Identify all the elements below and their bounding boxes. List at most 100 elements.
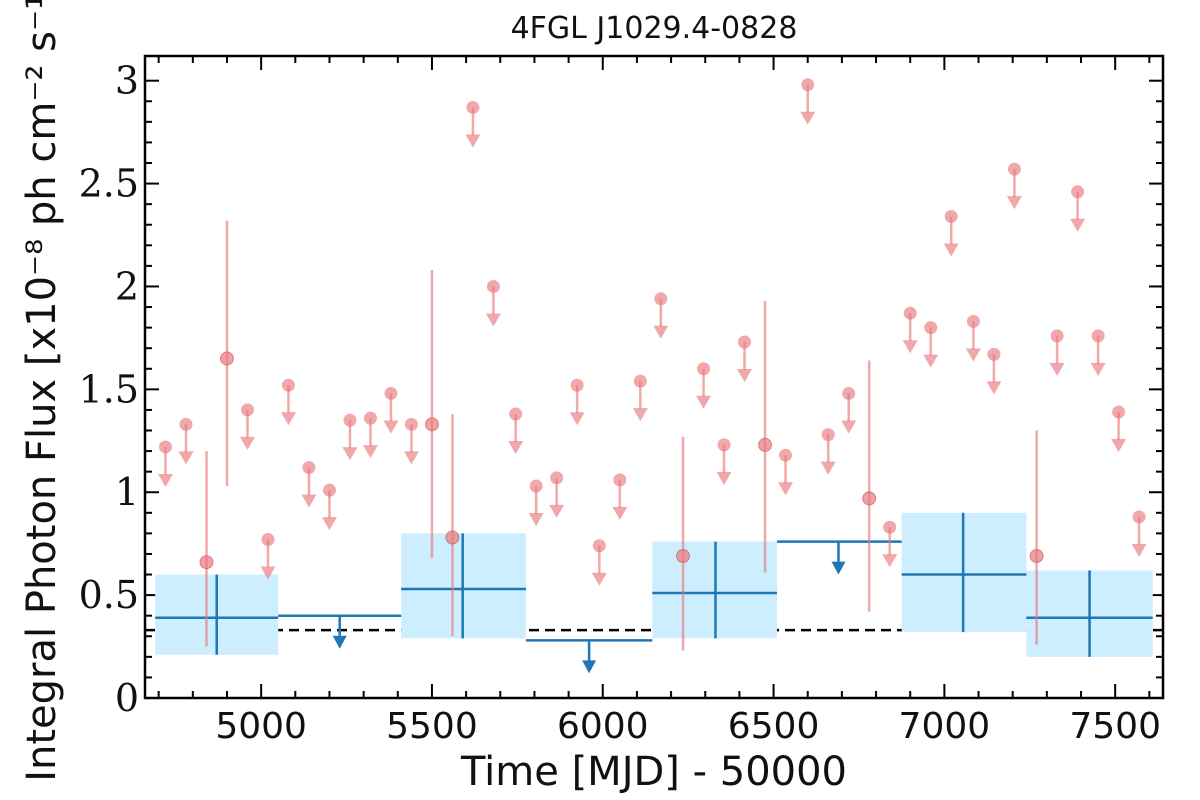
fine-upper-limit-arrow <box>1070 218 1086 232</box>
y-tick-label: 3 <box>115 59 139 103</box>
y-tick-label: 1 <box>115 470 139 514</box>
fine-upper-limit-arrow <box>508 441 524 455</box>
coarse-upper-limit-arrow <box>582 660 597 674</box>
fine-upper-limit-arrow <box>549 504 565 518</box>
fine-upper-limit-arrow <box>403 451 419 465</box>
x-tick-label: 6000 <box>557 706 649 747</box>
fine-bin-point <box>445 530 460 545</box>
fine-upper-limit-point <box>613 473 627 487</box>
fine-upper-limit-point <box>738 335 752 349</box>
fine-upper-limit-point <box>486 279 500 293</box>
x-tick-label: 5000 <box>215 706 307 747</box>
coarse-bin-markers <box>155 512 1153 674</box>
x-tick-label: 6500 <box>728 706 820 747</box>
fine-upper-limit-arrow <box>178 451 194 465</box>
fine-upper-limit-point <box>509 407 523 421</box>
fine-upper-limit-arrow <box>528 513 544 527</box>
fine-upper-limit-point <box>261 533 275 547</box>
fine-upper-limit-point <box>281 378 295 392</box>
y-tick-label: 0 <box>115 676 139 720</box>
y-tick-label: 2.5 <box>79 162 139 206</box>
tick-labels: 5000 5500 6000 6500 7000 7500 0 0.5 1 1.5 2 2.5 3 <box>79 59 1161 747</box>
fine-upper-limit-point <box>570 378 584 392</box>
fine-upper-limit-point <box>779 448 793 462</box>
fine-upper-limit-point <box>801 78 815 92</box>
fine-upper-limit-arrow <box>902 340 918 354</box>
fine-upper-limit-arrow <box>465 134 481 148</box>
fine-upper-limit-arrow <box>882 554 898 568</box>
chart-title: 4FGL J1029.4-0828 <box>511 11 798 46</box>
fine-upper-limit-point <box>592 539 606 553</box>
fine-upper-limit-arrow <box>260 566 276 580</box>
fine-bin-point <box>1029 549 1044 564</box>
fine-upper-limit-point <box>158 440 172 454</box>
coarse-bin-error-bands <box>155 512 1153 657</box>
fine-upper-limit-point <box>944 210 958 223</box>
fine-upper-limit-arrow <box>280 412 296 426</box>
x-tick-label: 7000 <box>899 706 991 747</box>
fine-upper-limit-point <box>924 321 938 335</box>
fine-upper-limit-point <box>1050 329 1064 343</box>
y-tick-label: 1.5 <box>79 367 139 411</box>
fine-upper-limit-arrow <box>737 369 753 383</box>
fine-upper-limit-arrow <box>157 473 173 487</box>
fine-upper-limit-point <box>343 413 357 427</box>
fine-upper-limit-point <box>363 411 377 425</box>
fine-upper-limit-point <box>529 479 543 493</box>
x-tick-label: 5500 <box>386 706 478 747</box>
plot-frame <box>143 54 1165 700</box>
fine-bin-point <box>219 351 234 366</box>
fine-upper-limit-point <box>821 428 835 442</box>
y-tick-label: 2 <box>115 264 139 308</box>
fine-upper-limit-arrow <box>1049 362 1065 376</box>
fine-upper-limit-point <box>1007 162 1021 176</box>
fine-upper-limit-arrow <box>1111 438 1127 452</box>
fine-upper-limit-arrow <box>301 494 317 508</box>
fine-upper-limit-point <box>883 520 897 534</box>
fine-upper-limit-arrow <box>485 313 501 327</box>
x-tick-label: 7500 <box>1069 706 1161 747</box>
fine-bin-point <box>424 417 439 432</box>
fine-upper-limit-arrow <box>1131 543 1147 557</box>
fine-upper-limit-arrow <box>653 325 669 339</box>
fine-upper-limit-arrow <box>923 354 939 368</box>
fine-upper-limit-arrow <box>1090 362 1106 376</box>
fine-upper-limit-point <box>1112 405 1126 419</box>
fine-upper-limit-arrow <box>943 243 959 257</box>
fine-upper-limit-point <box>654 292 668 306</box>
fine-upper-limit-arrow <box>841 420 857 434</box>
fine-upper-limit-point <box>404 417 418 431</box>
coarse-upper-limit-arrow <box>831 561 846 575</box>
fine-upper-limit-arrow <box>362 445 378 459</box>
fine-upper-limit-point <box>240 403 254 417</box>
fine-upper-limit-point <box>322 483 336 497</box>
plot-area <box>143 54 1165 700</box>
fine-upper-limit-arrow <box>800 111 816 125</box>
fine-upper-limit-point <box>384 386 398 400</box>
fine-bin-point <box>758 437 773 452</box>
fine-upper-limit-point <box>179 417 193 431</box>
fine-upper-limit-arrow <box>986 381 1002 395</box>
fine-upper-limit-point <box>903 306 917 320</box>
fine-upper-limit-point <box>987 347 1001 361</box>
coarse-upper-limit-arrow <box>332 635 347 649</box>
fine-upper-limit-point <box>697 362 711 376</box>
fine-upper-limit-arrow <box>778 482 794 496</box>
y-tick-label: 0.5 <box>79 573 139 617</box>
fine-bin-point <box>862 491 877 506</box>
fine-upper-limit-point <box>1132 510 1146 524</box>
fine-upper-limit-arrow <box>342 447 358 461</box>
x-axis-label: Time [MJD] - 50000 <box>460 749 847 795</box>
fine-upper-limit-arrow <box>569 412 585 426</box>
fine-bin-point <box>676 549 691 564</box>
fine-upper-limit-arrow <box>1006 196 1022 210</box>
fine-upper-limit-arrow <box>383 420 399 434</box>
fine-upper-limit-arrow <box>965 348 981 362</box>
fine-upper-limit-point <box>302 461 316 475</box>
fine-upper-limit-point <box>966 314 980 328</box>
fine-upper-limit-point <box>466 100 480 114</box>
fine-upper-limit-arrow <box>591 572 607 586</box>
fine-upper-limit-arrow <box>716 471 732 485</box>
fine-upper-limit-arrow <box>696 395 712 409</box>
